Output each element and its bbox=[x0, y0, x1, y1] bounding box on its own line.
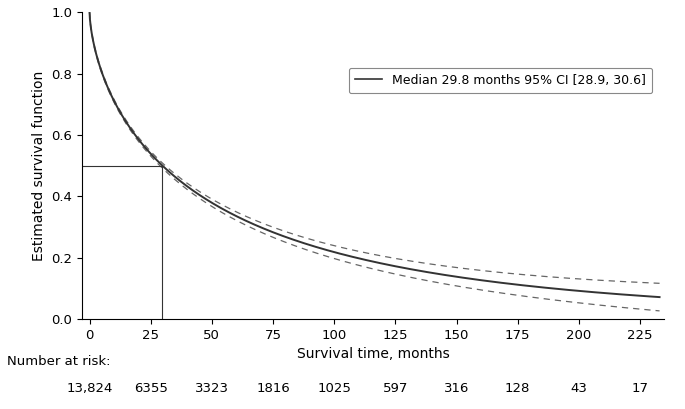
Legend: Median 29.8 months 95% CI [28.9, 30.6]: Median 29.8 months 95% CI [28.9, 30.6] bbox=[349, 67, 652, 93]
Y-axis label: Estimated survival function: Estimated survival function bbox=[32, 70, 46, 261]
Text: 316: 316 bbox=[444, 382, 469, 395]
Text: 17: 17 bbox=[632, 382, 649, 395]
Text: 3323: 3323 bbox=[195, 382, 229, 395]
Text: 128: 128 bbox=[505, 382, 530, 395]
Text: 1025: 1025 bbox=[317, 382, 351, 395]
Text: 13,824: 13,824 bbox=[66, 382, 113, 395]
Text: Number at risk:: Number at risk: bbox=[7, 355, 110, 369]
Text: 6355: 6355 bbox=[134, 382, 168, 395]
Text: 597: 597 bbox=[383, 382, 408, 395]
Text: 1816: 1816 bbox=[256, 382, 290, 395]
X-axis label: Survival time, months: Survival time, months bbox=[297, 347, 449, 361]
Text: 43: 43 bbox=[571, 382, 587, 395]
